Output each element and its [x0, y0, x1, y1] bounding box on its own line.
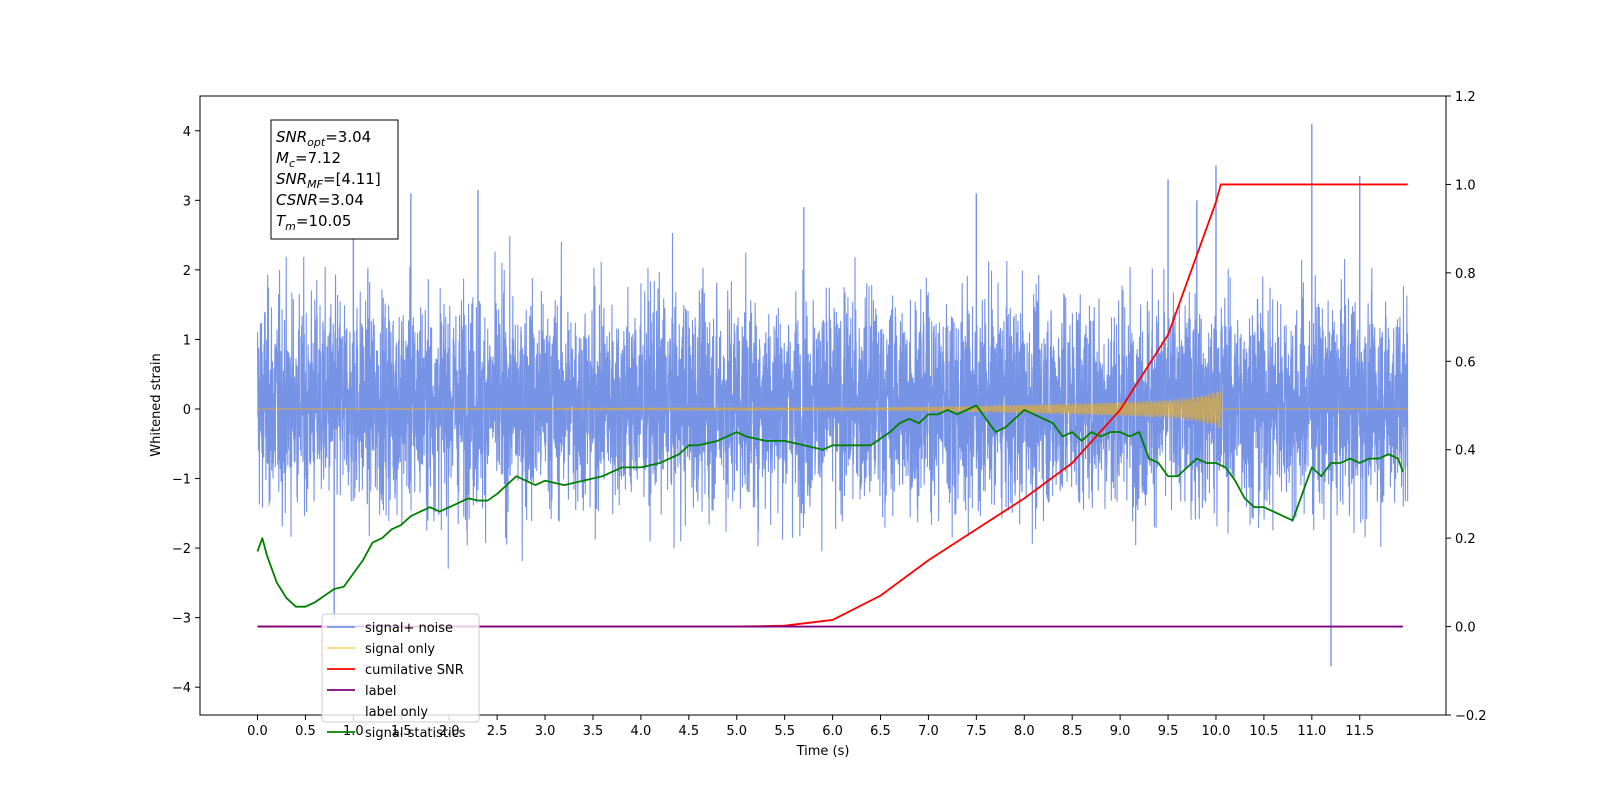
annotation-subscript: m [285, 220, 296, 233]
annotation-line: SNRMF=[4.11] [276, 170, 381, 191]
annotation-value: =3.04 [325, 128, 371, 146]
y-tick-label-right: 0.4 [1455, 444, 1476, 459]
y-tick-label: −2 [172, 542, 191, 557]
signal-statistics-line [256, 404, 1404, 608]
annotation-line: Mc=7.12 [276, 149, 341, 170]
y-tick-label: 3 [183, 194, 191, 209]
cumilative-snr-line [257, 183, 1408, 628]
x-axis-label: Time (s) [796, 744, 850, 759]
y-tick-label-right: 0.6 [1455, 355, 1476, 370]
annotation-value: =3.04 [318, 191, 364, 209]
annotation-line: CSNR=3.04 [276, 191, 364, 209]
annotation-line: SNRopt=3.04 [276, 128, 371, 149]
x-tick-label: 9.5 [1158, 724, 1179, 739]
annotation-symbol: SNR [276, 170, 307, 188]
legend-entry: label only [365, 705, 428, 720]
annotation-line: Tm=10.05 [276, 212, 351, 233]
annotation-frame [270, 119, 399, 240]
x-tick-label: 8.0 [1014, 724, 1035, 739]
x-tick-label: 0.0 [247, 724, 268, 739]
y-tick-label: 4 [183, 125, 191, 140]
legend-entry: signal only [365, 642, 435, 657]
y-axis-label: Whitened strain [149, 353, 164, 456]
x-tick-label: 2.5 [487, 724, 508, 739]
x-tick-label: 3.0 [535, 724, 556, 739]
y-tick-label: −4 [172, 681, 191, 696]
annotation-value: =7.12 [295, 149, 341, 167]
y-tick-label-right: 0.8 [1455, 267, 1476, 282]
annotation-value: =10.05 [296, 212, 352, 230]
x-tick-label: 5.0 [726, 724, 747, 739]
annotation-box: SNRopt=3.04Mc=7.12SNRMF=[4.11]CSNR=3.04T… [270, 119, 399, 240]
signal-only-line [257, 390, 1408, 429]
x-tick-label: 1.5 [391, 724, 412, 739]
x-tick-label: 10.5 [1249, 724, 1278, 739]
y-tick-label-right: −0.2 [1455, 709, 1487, 724]
annotation-subscript: opt [307, 136, 326, 149]
y-tick-label-right: 0.2 [1455, 532, 1476, 547]
annotation-symbol: SNR [276, 128, 307, 146]
annotation-subscript: c [289, 157, 295, 170]
x-tick-label: 5.5 [774, 724, 795, 739]
x-axis: 0.0 0.5 1.0 1.5 2.0 2.5 3.0 3.5 4.0 4.5 5.0 5.5 6.0 6… [247, 715, 1374, 739]
legend-entry: label [365, 684, 396, 699]
legend-frame [321, 613, 480, 723]
x-tick-label: 10.0 [1201, 724, 1230, 739]
legend-entry: cumilative SNR [365, 663, 464, 678]
y-axis-left: −4 −3 −2 −1 0 1 2 3 4 [172, 125, 200, 696]
y-tick-label: 2 [183, 264, 191, 279]
y-tick-label: −3 [172, 612, 191, 627]
y-tick-label: 1 [183, 333, 191, 348]
annotation-symbol: CSNR [276, 191, 318, 209]
legend-entry: signal+ noise [365, 621, 453, 636]
annotation-value: =[4.11] [323, 170, 381, 188]
plot-frame [199, 95, 1447, 716]
annotation-symbol: M [276, 149, 289, 167]
x-tick-label: 11.0 [1297, 724, 1326, 739]
annotation-symbol: T [276, 212, 287, 230]
legend-entry: signal statistics [365, 726, 466, 741]
x-tick-label: 4.0 [631, 724, 652, 739]
x-tick-label: 7.0 [918, 724, 939, 739]
x-tick-label: 6.0 [822, 724, 843, 739]
y-tick-label: −1 [172, 473, 191, 488]
x-tick-label: 7.5 [966, 724, 987, 739]
y-tick-label-right: 0.0 [1455, 621, 1476, 636]
x-tick-label: 3.5 [583, 724, 604, 739]
y-tick-label: 0 [183, 403, 191, 418]
x-tick-label: 6.5 [870, 724, 891, 739]
y-axis-right: −0.2 0.0 0.2 0.4 0.6 0.8 1.0 1.2 [1446, 90, 1487, 724]
y-tick-label-right: 1.0 [1455, 178, 1476, 193]
x-tick-label: 9.0 [1110, 724, 1131, 739]
x-tick-label: 8.5 [1062, 724, 1083, 739]
x-tick-label: 11.5 [1345, 724, 1374, 739]
legend: signal+ noise signal only cumilative SNR la… [321, 613, 480, 741]
x-tick-label: 0.5 [295, 724, 316, 739]
annotation-subscript: MF [307, 178, 323, 191]
x-tick-label: 4.5 [678, 724, 699, 739]
x-tick-label: 2.0 [439, 724, 460, 739]
y-tick-label-right: 1.2 [1455, 90, 1476, 105]
